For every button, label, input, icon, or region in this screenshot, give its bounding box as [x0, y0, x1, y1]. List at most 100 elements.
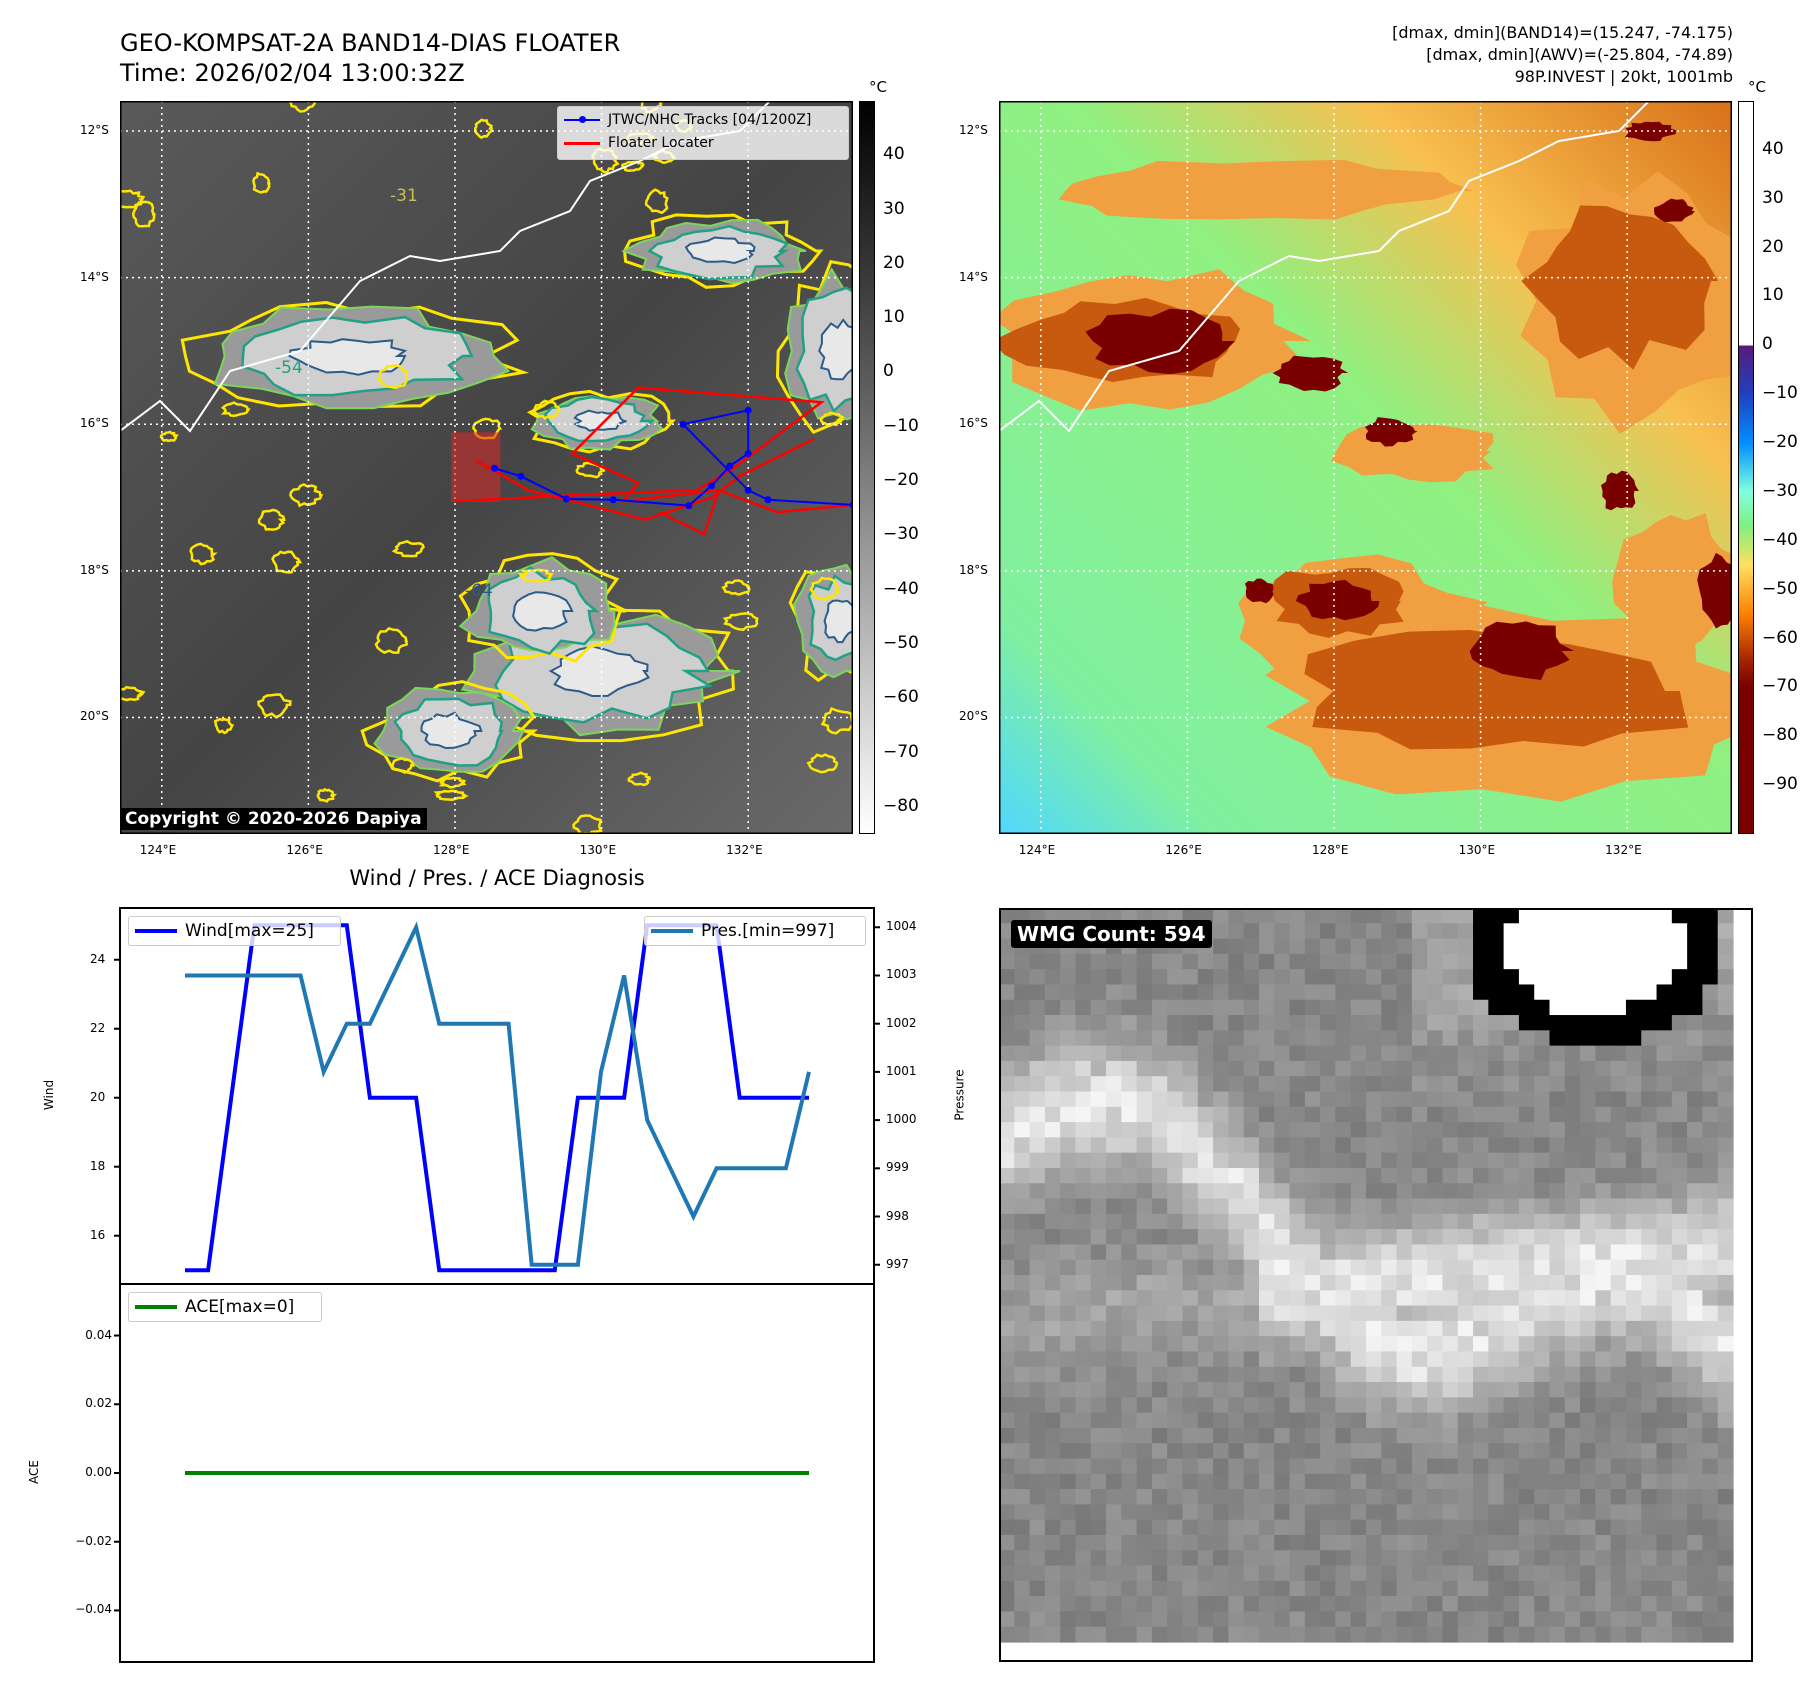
- contour-31: [220, 401, 251, 418]
- pressure-legend-label: Pres.[min=997]: [701, 921, 835, 941]
- colorbar-unit: °C: [869, 78, 887, 96]
- lon-tick-label: 124°E: [1018, 843, 1056, 857]
- info-awv: [dmax, dmin](AWV)=(-25.804, -74.89): [1426, 45, 1733, 64]
- colorbar-tick-label: −40: [883, 578, 919, 599]
- contour-31: [433, 789, 470, 801]
- wmg-grid-image: [999, 908, 1753, 1662]
- lat-tick-label: 18°S: [80, 562, 109, 577]
- ace-legend-label: ACE[max=0]: [185, 1297, 295, 1317]
- band14-ir-map: -31 -54 -64: [120, 101, 853, 834]
- colorbar-tick-label: 10: [883, 307, 905, 328]
- ace-tick-label: 0.00: [85, 1465, 112, 1479]
- lat-tick-label: 12°S: [959, 123, 988, 138]
- lon-tick-label: 132°E: [1605, 843, 1642, 857]
- very-cold-region: [1295, 579, 1380, 621]
- contour-31: [189, 542, 218, 566]
- colorbar-tick-label: −30: [1762, 480, 1798, 501]
- colorbar-tick-label: −70: [1762, 676, 1798, 697]
- warm-region: [1058, 159, 1474, 220]
- title-line-2: Time: 2026/02/04 13:00:32Z: [120, 59, 465, 87]
- lon-tick-label: 126°E: [286, 843, 323, 857]
- pressure-tick-label: 997: [886, 1256, 909, 1271]
- colorbar-tick-label: −60: [883, 687, 919, 708]
- ace-line-icon: [135, 1305, 177, 1309]
- colorbar-tick-label: 0: [883, 361, 894, 382]
- track-point: [744, 450, 752, 458]
- colorbar-tick-label: −40: [1762, 529, 1798, 550]
- band14-colorbar: [859, 101, 875, 834]
- contour-label-64: -64: [465, 581, 493, 601]
- lat-tick-label: 20°S: [959, 709, 988, 724]
- pressure-legend: Pres.[min=997]: [644, 916, 866, 946]
- track-point: [744, 406, 752, 414]
- lat-tick-label: 20°S: [80, 709, 109, 724]
- ace-axis-label: ACE: [26, 1460, 41, 1484]
- contour-label-31: -31: [390, 186, 418, 206]
- pressure-tick-label: 1002: [886, 1015, 917, 1030]
- contour-label-54: -54: [275, 358, 303, 378]
- wmg-frame: [999, 908, 1753, 1662]
- contour-64: [684, 236, 756, 265]
- track-point: [685, 502, 693, 510]
- wind-tick-label: 20: [90, 1089, 106, 1104]
- colorbar-tick-label: −20: [883, 470, 919, 491]
- coastline: [999, 101, 1650, 433]
- lat-tick-label: 12°S: [80, 123, 109, 138]
- info-band14: [dmax, dmin](BAND14)=(15.247, -74.175): [1392, 23, 1733, 42]
- very-cold-region: [1697, 552, 1732, 629]
- map-legend: JTWC/NHC Tracks [04/1200Z] Floater Locat…: [557, 106, 849, 160]
- contour-31: [809, 576, 841, 602]
- pressure-tick-label: 999: [886, 1160, 909, 1175]
- diagnosis-title: Wind / Pres. / ACE Diagnosis: [349, 866, 645, 890]
- wind-tick-label: 18: [90, 1158, 106, 1173]
- very-cold-region: [1469, 621, 1575, 680]
- contour-31: [775, 260, 853, 435]
- pressure-tick-label: 1003: [886, 967, 917, 982]
- track-point: [517, 472, 525, 480]
- pressure-line-icon: [651, 929, 693, 933]
- contour-31: [180, 300, 530, 409]
- lon-tick-label: 130°E: [579, 843, 617, 857]
- contour-31: [533, 399, 561, 420]
- colorbar-tick-label: −80: [883, 795, 919, 816]
- wind-legend-label: Wind[max=25]: [185, 921, 314, 941]
- contour-31: [289, 483, 324, 508]
- contour-31: [360, 680, 539, 783]
- very-cold-region: [1272, 355, 1349, 392]
- wind-tick-label: 24: [90, 951, 106, 966]
- cold-region: [1521, 205, 1719, 370]
- ace-tick-label: 0.04: [85, 1327, 112, 1342]
- contour-64: [818, 318, 853, 381]
- info-storm: 98P.INVEST | 20kt, 1001mb: [1514, 67, 1733, 86]
- colorbar-tick-label: −50: [1762, 578, 1798, 599]
- legend-track-label: JTWC/NHC Tracks [04/1200Z]: [608, 112, 812, 128]
- colorbar-tick-label: −80: [1762, 725, 1798, 746]
- very-cold-region: [1601, 470, 1639, 511]
- colorbar-tick-label: −10: [1762, 383, 1798, 404]
- lon-tick-label: 124°E: [139, 843, 177, 857]
- very-cold-region: [1245, 578, 1274, 604]
- track-point: [764, 496, 772, 504]
- awv-colorbar: [1738, 101, 1754, 834]
- colorbar-tick-label: −10: [883, 415, 919, 436]
- colorbar-tick-label: 40: [883, 144, 905, 165]
- contour-31: [288, 101, 318, 113]
- wind-axis-label: Wind: [42, 1079, 57, 1111]
- figure-title: GEO-KOMPSAT-2A BAND14-DIAS FLOATER Time:…: [120, 28, 620, 88]
- pressure-tick-label: 1004: [886, 919, 917, 934]
- pressure-tick-label: 1001: [886, 1063, 917, 1078]
- contour-31: [374, 626, 409, 654]
- colorbar-tick-label: 30: [1762, 187, 1784, 208]
- contour-31: [257, 693, 292, 719]
- colorbar-tick-label: −70: [883, 741, 919, 762]
- contour-31: [438, 776, 467, 789]
- contour-31: [819, 411, 845, 427]
- contour-31: [627, 771, 651, 787]
- contour-31: [644, 188, 669, 215]
- pressure-axis-label: Pressure: [952, 1069, 967, 1121]
- track-point: [679, 420, 687, 428]
- track-point: [562, 495, 570, 503]
- very-cold-region: [1085, 308, 1236, 375]
- colorbar-tick-label: −20: [1762, 432, 1798, 453]
- track-point: [609, 496, 617, 504]
